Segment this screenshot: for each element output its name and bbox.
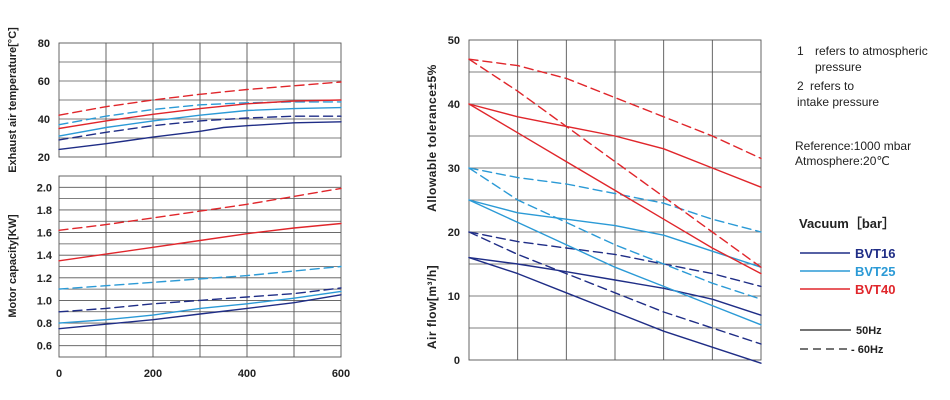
legend-label-bvt16: BVT16 [855,246,895,261]
series-line-bvt16-dashed [58,115,342,141]
y-tick-label: 20 [38,152,50,164]
series-line-bvt40-solid [58,222,342,262]
series-line-bvt40-dashed [58,187,342,232]
series-line-bvt40-2-solid [468,103,762,188]
motor-y-axis-label: Motor capacity[KW] [7,214,19,318]
series-line-bvt16-1-solid [468,256,762,364]
series-line-bvt25-2-solid [468,199,762,268]
series-line-bvt16-solid [58,294,342,330]
series-line-bvt25-dashed [58,101,342,126]
series-line-bvt40-dashed [58,81,342,116]
y-tick-label: 1.2 [37,273,52,285]
motor-series [58,187,342,330]
series-line-bvt25-1-solid [468,199,762,326]
series-line-bvt25-2-dashed [468,167,762,233]
motor-grid [59,176,341,357]
motor-x-tick-labels: 0 200 400 600 [56,368,350,380]
series-line-bvt16-solid [58,121,342,151]
legend-label-60hz: - 60Hz [851,344,884,356]
series-line-bvt25-solid [58,290,342,324]
motor-y-tick-labels: 0.6 0.8 1.0 1.2 1.4 1.6 1.8 2.0 [37,182,53,352]
note-2-line-2: intake pressure [797,95,879,109]
y-tick-label: 40 [448,99,460,111]
y-tick-label: 1.0 [37,295,52,307]
note-2-line-1: refers to [810,79,854,93]
x-tick-label: 400 [238,368,256,380]
x-tick-label: 0 [56,368,62,380]
legend-label-bvt25: BVT25 [855,264,895,279]
series-line-bvt40-1-dashed [468,58,762,268]
y-tick-label: 60 [38,76,50,88]
atmosphere-note: Atmosphere:20℃ [795,154,890,168]
airflow-series [468,58,762,364]
y-tick-label: 0.6 [37,341,52,353]
series-line-bvt25-solid [58,106,342,137]
reference-note: Reference:1000 mbar [795,139,911,153]
legend-label-50hz: 50Hz [856,325,882,337]
series-line-bvt40-1-solid [468,103,762,275]
note-1-line-1: refers to atmospheric [815,44,928,58]
legend-label-bvt40: BVT40 [855,282,895,297]
y-tick-label: 50 [448,35,460,47]
note-2-number: 2 [797,79,804,93]
x-tick-label: 600 [332,368,350,380]
y-tick-label: 0 [454,355,460,367]
series-line-bvt40-solid [58,99,342,130]
series-line-bvt16-2-dashed [468,231,762,288]
y-tick-label: 1.6 [37,228,52,240]
x-tick-label: 200 [144,368,162,380]
y-tick-label: 80 [38,38,50,50]
y-tick-label: 30 [448,163,460,175]
legend-title: Vacuum［bar］ [799,216,895,231]
temp-y-axis-label: Exhaust air temperature[°C] [7,27,19,173]
note-1-line-2: pressure [815,60,862,74]
y-tick-label: 10 [448,291,460,303]
y-tick-label: 2.0 [37,182,52,194]
y-tick-label: 0.8 [37,318,52,330]
temp-series [58,81,342,151]
note-1-number: 1 [797,44,804,58]
airflow-y-tick-labels: 0 10 20 30 40 50 [448,35,460,367]
series-line-bvt25-1-dashed [468,167,762,300]
series-line-bvt25-dashed [58,265,342,290]
airflow-y-axis-label-bottom: Air flow[m³/h] [425,265,439,349]
y-tick-label: 1.4 [37,250,53,262]
y-tick-label: 1.8 [37,205,52,217]
series-line-bvt16-2-solid [468,256,762,316]
temp-grid [59,43,341,157]
series-line-bvt16-1-dashed [468,231,762,345]
series-line-bvt16-dashed [58,287,342,313]
airflow-y-axis-label-top: Allowable tolerance±5% [425,64,439,212]
temp-y-tick-labels: 20 40 60 80 [38,38,50,164]
y-tick-label: 40 [38,114,50,126]
series-line-bvt40-2-dashed [468,58,762,160]
y-tick-label: 20 [448,227,460,239]
